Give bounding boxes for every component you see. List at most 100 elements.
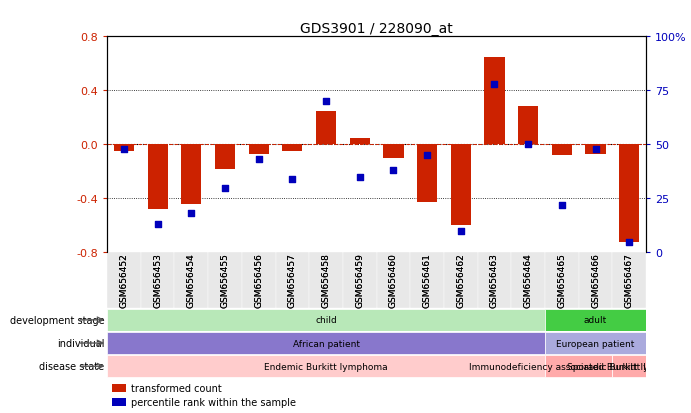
Point xyxy=(455,228,466,235)
Point xyxy=(489,81,500,88)
FancyBboxPatch shape xyxy=(107,355,545,377)
Bar xyxy=(484,57,504,145)
Text: GSM656465: GSM656465 xyxy=(558,253,567,308)
FancyBboxPatch shape xyxy=(579,253,612,309)
Point xyxy=(354,174,366,180)
FancyBboxPatch shape xyxy=(511,253,545,309)
FancyBboxPatch shape xyxy=(310,253,343,309)
Text: Immunodeficiency associated Burkitt lymphoma: Immunodeficiency associated Burkitt lymp… xyxy=(469,362,688,371)
Text: child: child xyxy=(315,316,337,325)
FancyBboxPatch shape xyxy=(141,253,174,309)
Text: GSM656454: GSM656454 xyxy=(187,253,196,307)
Text: GSM656464: GSM656464 xyxy=(524,253,533,307)
Text: GSM656460: GSM656460 xyxy=(389,253,398,308)
Text: GSM656464: GSM656464 xyxy=(524,253,533,307)
Point xyxy=(220,185,231,191)
Bar xyxy=(282,145,303,152)
Text: Endemic Burkitt lymphoma: Endemic Burkitt lymphoma xyxy=(264,362,388,371)
Text: GSM656461: GSM656461 xyxy=(423,253,432,308)
Text: transformed count: transformed count xyxy=(131,383,222,393)
Bar xyxy=(113,398,126,406)
Text: GSM656463: GSM656463 xyxy=(490,253,499,308)
Bar xyxy=(417,145,437,203)
Bar xyxy=(551,145,572,156)
FancyBboxPatch shape xyxy=(107,253,141,309)
FancyBboxPatch shape xyxy=(242,253,276,309)
Bar xyxy=(316,111,336,145)
FancyBboxPatch shape xyxy=(174,253,208,309)
Bar xyxy=(518,107,538,145)
Text: GSM656465: GSM656465 xyxy=(558,253,567,308)
Point xyxy=(118,146,129,152)
Bar xyxy=(619,145,639,242)
FancyBboxPatch shape xyxy=(343,253,377,309)
Text: GSM656452: GSM656452 xyxy=(120,253,129,307)
Title: GDS3901 / 228090_at: GDS3901 / 228090_at xyxy=(300,22,453,36)
Point xyxy=(388,168,399,174)
Point xyxy=(321,99,332,105)
Bar xyxy=(585,145,605,154)
Text: GSM656461: GSM656461 xyxy=(423,253,432,308)
FancyBboxPatch shape xyxy=(477,253,511,309)
Text: adult: adult xyxy=(584,316,607,325)
Text: GSM656458: GSM656458 xyxy=(321,253,330,308)
Text: GSM656463: GSM656463 xyxy=(490,253,499,308)
FancyBboxPatch shape xyxy=(377,253,410,309)
Point xyxy=(590,146,601,152)
Text: GSM656467: GSM656467 xyxy=(625,253,634,308)
Bar xyxy=(113,384,126,392)
FancyBboxPatch shape xyxy=(545,332,646,354)
Text: GSM656459: GSM656459 xyxy=(355,253,364,308)
FancyBboxPatch shape xyxy=(444,253,477,309)
Text: GSM656458: GSM656458 xyxy=(321,253,330,308)
Text: African patient: African patient xyxy=(292,339,359,348)
Text: GSM656462: GSM656462 xyxy=(456,253,465,307)
Bar xyxy=(249,145,269,154)
Text: GSM656455: GSM656455 xyxy=(220,253,229,308)
Text: GSM656456: GSM656456 xyxy=(254,253,263,308)
Bar xyxy=(181,145,201,204)
Text: GSM656454: GSM656454 xyxy=(187,253,196,307)
Point xyxy=(253,157,264,164)
Text: GSM656456: GSM656456 xyxy=(254,253,263,308)
Text: GSM656457: GSM656457 xyxy=(288,253,297,308)
Text: GSM656455: GSM656455 xyxy=(220,253,229,308)
FancyBboxPatch shape xyxy=(410,253,444,309)
FancyBboxPatch shape xyxy=(545,355,612,377)
Bar xyxy=(215,145,235,169)
Text: European patient: European patient xyxy=(556,339,635,348)
Point xyxy=(186,211,197,217)
FancyBboxPatch shape xyxy=(612,253,646,309)
Point xyxy=(287,176,298,183)
Point xyxy=(522,142,533,148)
Bar xyxy=(114,145,134,152)
Text: individual: individual xyxy=(57,338,104,348)
Text: GSM656459: GSM656459 xyxy=(355,253,364,308)
FancyBboxPatch shape xyxy=(107,332,545,354)
Bar xyxy=(148,145,168,210)
Bar xyxy=(350,138,370,145)
Point xyxy=(556,202,567,209)
Text: GSM656453: GSM656453 xyxy=(153,253,162,308)
Text: GSM656466: GSM656466 xyxy=(591,253,600,308)
Bar xyxy=(451,145,471,226)
Text: percentile rank within the sample: percentile rank within the sample xyxy=(131,397,296,407)
Text: disease state: disease state xyxy=(39,361,104,371)
FancyBboxPatch shape xyxy=(276,253,310,309)
Text: development stage: development stage xyxy=(10,315,104,325)
Text: GSM656452: GSM656452 xyxy=(120,253,129,307)
FancyBboxPatch shape xyxy=(545,309,646,331)
FancyBboxPatch shape xyxy=(545,253,579,309)
Text: GSM656460: GSM656460 xyxy=(389,253,398,308)
Text: GSM656462: GSM656462 xyxy=(456,253,465,307)
Text: GSM656467: GSM656467 xyxy=(625,253,634,308)
Bar xyxy=(384,145,404,159)
FancyBboxPatch shape xyxy=(107,309,545,331)
Text: GSM656453: GSM656453 xyxy=(153,253,162,308)
Point xyxy=(152,221,163,228)
FancyBboxPatch shape xyxy=(612,355,646,377)
Text: GSM656457: GSM656457 xyxy=(288,253,297,308)
Point xyxy=(624,239,635,245)
Text: Sporadic Burkitt lymphoma: Sporadic Burkitt lymphoma xyxy=(567,362,691,371)
Point xyxy=(422,152,433,159)
